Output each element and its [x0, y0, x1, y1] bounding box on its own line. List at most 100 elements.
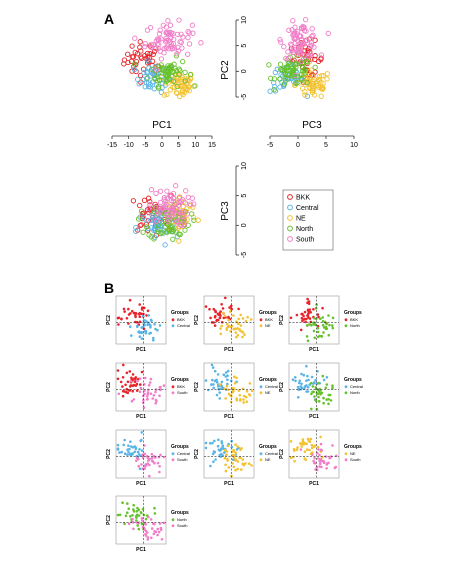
- data-point-south: [189, 195, 195, 201]
- data-point-central: [224, 371, 228, 374]
- data-point-south: [154, 530, 158, 534]
- data-point-south: [161, 195, 167, 201]
- data-point-north: [176, 231, 182, 237]
- data-point-south: [156, 461, 160, 465]
- data-point-north: [331, 316, 335, 320]
- data-point-ne: [234, 451, 237, 455]
- data-point-south: [184, 211, 190, 217]
- data-point-central: [162, 242, 168, 248]
- data-point-north: [131, 514, 134, 517]
- data-point-south: [173, 183, 179, 189]
- data-point-ne: [239, 324, 243, 327]
- data-point-north: [140, 511, 143, 515]
- data-point-ne: [300, 85, 306, 92]
- data-point-central: [140, 337, 144, 340]
- x-axis-label: PC1: [136, 414, 146, 420]
- data-point-bkk: [228, 306, 231, 309]
- data-point-central: [131, 66, 138, 73]
- data-point-bkk: [125, 59, 131, 66]
- data-point-south: [317, 448, 320, 451]
- data-point-bkk: [306, 46, 312, 52]
- data-point-ne: [324, 76, 330, 82]
- data-point-north: [292, 62, 298, 68]
- data-point-north: [180, 58, 186, 65]
- data-point-ne: [184, 86, 191, 92]
- data-point-north: [143, 224, 150, 230]
- data-point-central: [322, 378, 326, 382]
- legend-marker-north: [171, 518, 175, 522]
- data-point-bkk: [217, 313, 221, 317]
- data-point-south: [154, 402, 157, 405]
- data-point-south: [305, 53, 311, 59]
- data-point-bkk: [227, 315, 230, 319]
- data-point-north: [331, 384, 334, 388]
- data-point-ne: [234, 327, 238, 331]
- data-point-central: [146, 65, 152, 71]
- data-point-north: [283, 70, 289, 76]
- scatter-plot-2: [266, 16, 331, 99]
- data-point-ne: [237, 322, 240, 326]
- data-point-central: [150, 319, 153, 323]
- data-point-central: [126, 448, 129, 452]
- data-point-ne: [240, 330, 244, 334]
- tick-label: 10: [350, 142, 358, 149]
- data-point-ne: [239, 448, 242, 452]
- data-point-central: [299, 385, 303, 388]
- data-point-north: [327, 402, 330, 406]
- data-point-central: [226, 378, 229, 382]
- pc2-axis-title: PC2: [220, 60, 231, 80]
- data-point-south: [150, 456, 154, 460]
- data-point-bkk: [131, 389, 134, 393]
- data-point-south: [159, 453, 162, 457]
- data-point-central: [148, 332, 151, 335]
- data-point-bkk: [214, 310, 217, 314]
- data-point-north: [309, 381, 313, 385]
- data-point-bkk: [132, 311, 136, 315]
- data-point-south: [165, 18, 171, 24]
- data-point-bkk: [135, 389, 139, 392]
- data-point-bkk: [139, 383, 142, 386]
- data-point-ne: [228, 310, 232, 313]
- legend-label-north: North: [350, 323, 360, 328]
- data-point-ne: [239, 456, 242, 460]
- data-point-central: [123, 438, 126, 442]
- data-point-north: [135, 516, 138, 519]
- data-point-south: [145, 395, 149, 398]
- data-point-central: [131, 452, 135, 455]
- data-point-north: [279, 67, 285, 73]
- data-point-bkk: [134, 377, 137, 381]
- data-point-central: [212, 383, 215, 386]
- data-point-bkk: [151, 48, 158, 55]
- data-point-central: [143, 323, 146, 327]
- data-point-ne: [244, 395, 248, 399]
- data-point-south: [315, 465, 319, 469]
- data-point-south: [151, 397, 154, 400]
- data-point-south: [148, 381, 152, 384]
- data-point-bkk: [145, 314, 148, 317]
- data-point-ne: [239, 398, 242, 401]
- pc3-y-axis: -5 0 5 10: [235, 162, 248, 258]
- data-point-bkk: [316, 324, 320, 328]
- data-point-ne: [303, 450, 307, 454]
- data-point-north: [168, 63, 175, 70]
- data-point-north: [182, 78, 188, 84]
- data-point-central: [158, 89, 164, 96]
- data-point-north: [318, 334, 322, 338]
- legend-marker-south: [287, 236, 293, 242]
- data-point-north: [301, 55, 307, 62]
- data-point-central: [221, 445, 224, 448]
- data-point-south: [176, 199, 182, 205]
- data-point-south: [309, 26, 315, 32]
- data-point-north: [305, 335, 309, 338]
- data-point-bkk: [120, 317, 123, 321]
- data-point-central: [204, 446, 208, 450]
- data-point-ne: [242, 401, 245, 404]
- data-point-north: [304, 59, 310, 65]
- data-point-central: [204, 441, 208, 445]
- data-point-ne: [180, 88, 186, 94]
- data-point-ne: [241, 387, 245, 391]
- data-point-north: [141, 507, 145, 511]
- data-point-north: [327, 314, 330, 317]
- legend-marker-bkk: [171, 318, 175, 322]
- data-point-north: [329, 399, 333, 402]
